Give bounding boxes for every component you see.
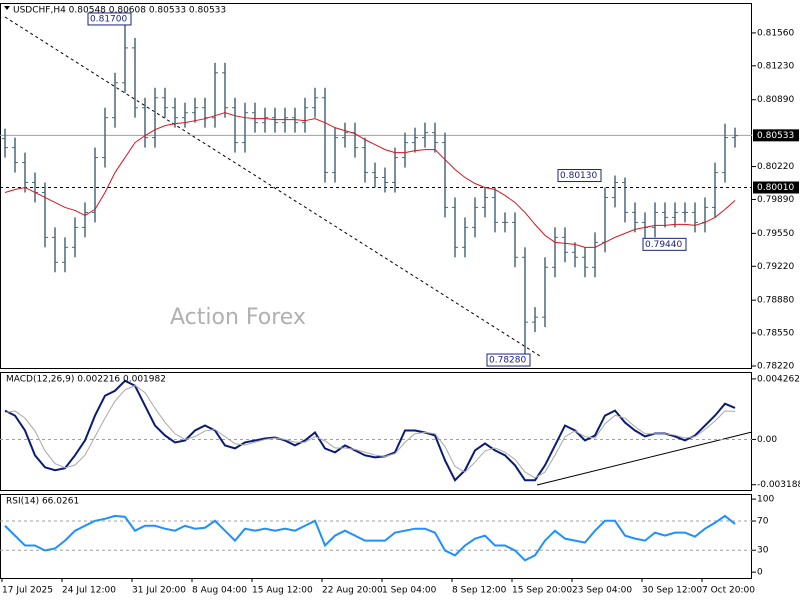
annotation: 0.78280 — [489, 356, 526, 366]
x-tick-label: 24 Jul 12:00 — [62, 586, 116, 596]
macd-trend-line — [536, 431, 753, 486]
annotation-box — [557, 169, 602, 183]
panel-frame — [0, 3, 752, 369]
annotation-box — [486, 353, 531, 367]
panel-title: MACD(12,26,9) 0.002216 0.001982 — [6, 375, 166, 385]
y-tick-label: 0 — [757, 568, 763, 578]
y-tick-label: 0.79890 — [757, 195, 794, 205]
y-tick-label: 0.78550 — [757, 329, 794, 339]
price-label: 0.80533 — [757, 131, 794, 141]
y-tick-label: 0.80890 — [757, 95, 794, 105]
x-tick-label: 22 Aug 20:00 — [322, 586, 383, 596]
y-tick-label: 0.78220 — [757, 362, 794, 372]
price-label-box — [753, 129, 799, 142]
annotation: 0.80130 — [560, 171, 597, 181]
indicator-line — [4, 379, 736, 482]
y-tick-label: 100 — [757, 495, 774, 505]
y-tick-label: 30 — [757, 546, 769, 556]
annotation: 0.81700 — [90, 14, 127, 24]
y-tick-label: 0.80220 — [757, 162, 794, 172]
y-tick-label: 0.81560 — [757, 28, 794, 38]
indicator-line — [4, 514, 736, 562]
menu-icon — [4, 6, 10, 10]
y-tick-label: -0.003188 — [757, 480, 800, 490]
annotation-box — [642, 237, 687, 251]
y-tick-label: 0.79220 — [757, 262, 794, 272]
x-tick-label: 23 Sep 04:00 — [572, 586, 632, 596]
panel-frame — [0, 372, 752, 491]
x-tick-label: 15 Sep 20:00 — [512, 586, 572, 596]
price-label-box — [753, 181, 799, 194]
panel-frame — [0, 494, 752, 579]
x-tick-label: 7 Oct 20:00 — [702, 586, 755, 596]
x-tick-label: 8 Aug 04:00 — [192, 586, 247, 596]
y-tick-label: 0.81230 — [757, 61, 794, 71]
price-label: 0.80010 — [757, 183, 794, 193]
y-tick-label: 70 — [757, 517, 769, 527]
x-tick-label: 8 Sep 12:00 — [452, 586, 507, 596]
annotation-box — [87, 12, 132, 26]
watermark: Action Forex — [170, 305, 306, 330]
y-tick-label: 0.004262 — [757, 374, 800, 384]
y-tick-label: 0.78880 — [757, 296, 794, 306]
x-tick-label: 1 Sep 04:00 — [382, 586, 437, 596]
moving-average — [4, 112, 736, 248]
panel-title: RSI(14) 66.0261 — [6, 497, 79, 507]
y-tick-label: 0.79550 — [757, 229, 794, 239]
indicator-line — [4, 384, 736, 479]
x-tick-label: 15 Aug 12:00 — [252, 586, 313, 596]
x-tick-label: 31 Jul 20:00 — [132, 586, 186, 596]
y-tick-label: 0.00 — [757, 435, 777, 445]
panel-title: USDCHF,H4 0.80548 0.80608 0.80533 0.8053… — [13, 6, 226, 16]
x-tick-label: 30 Sep 12:00 — [642, 586, 702, 596]
x-tick-label: 17 Jul 2025 — [2, 586, 53, 596]
annotation: 0.79440 — [645, 240, 682, 250]
